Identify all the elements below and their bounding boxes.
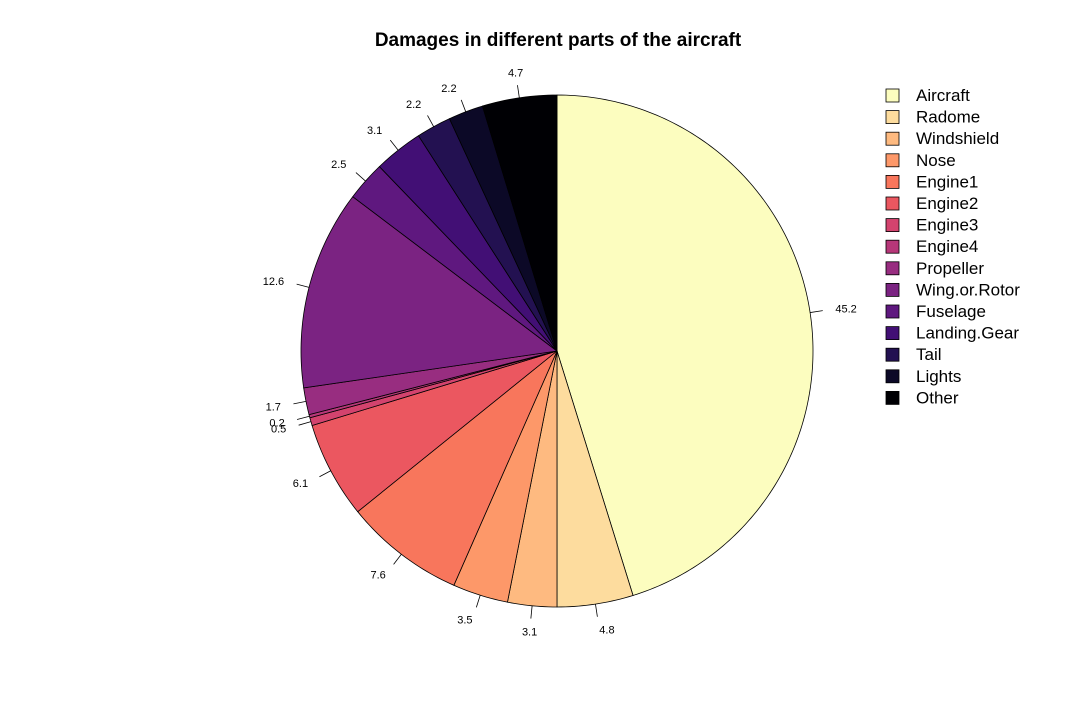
legend-label-propeller: Propeller — [916, 259, 984, 278]
legend-swatch-engine2 — [885, 196, 900, 211]
legend-swatch-radome — [885, 110, 900, 124]
chart-title: Damages in different parts of the aircra… — [375, 30, 742, 51]
legend-label-lights: Lights — [916, 367, 961, 386]
slice-label-engine3: 0.5 — [271, 424, 286, 436]
slice-nose — [453, 350, 558, 603]
slice-label-aircraft: 45.2 — [835, 304, 856, 316]
slice-label-other: 4.7 — [508, 68, 523, 80]
legend-label-nose: Nose — [916, 151, 956, 170]
legend-swatch-wing-or-rotor — [885, 282, 900, 297]
slice-label-fuselage: 2.5 — [331, 159, 346, 171]
label-tick-other — [517, 85, 520, 98]
slice-aircraft — [556, 94, 814, 596]
legend-swatch-tail — [885, 347, 900, 362]
slice-radome — [556, 350, 634, 608]
slice-fuselage — [352, 166, 558, 352]
legend-swatch-windshield — [885, 131, 900, 146]
legend-label-tail: Tail — [916, 345, 942, 364]
legend-swatch-aircraft — [885, 88, 900, 103]
legend-label-engine1: Engine1 — [916, 172, 978, 191]
label-tick-radome — [595, 604, 598, 617]
label-tick-landing-gear — [389, 139, 399, 151]
slice-label-wing-or-rotor: 12.6 — [263, 276, 284, 288]
slice-label-engine4: 0.2 — [269, 418, 284, 430]
legend-label-radome: Radome — [916, 108, 980, 127]
slice-label-radome: 4.8 — [599, 624, 614, 636]
legend-swatch-other — [885, 390, 900, 405]
legend-swatch-propeller — [885, 261, 900, 276]
slice-labels: 45.2 4.8 3.1 3.5 7.6 6.1 0.50.2 1.7 12.6 2.5 3.1 2.… — [263, 68, 857, 639]
slice-label-engine1: 7.6 — [371, 570, 386, 582]
label-tick-engine3 — [298, 421, 312, 426]
slice-label-lights: 2.2 — [441, 83, 456, 95]
legend-swatch-engine1 — [885, 174, 900, 189]
legend-label-engine3: Engine3 — [916, 216, 978, 235]
label-tick-engine4 — [296, 415, 310, 420]
slice-other — [481, 94, 558, 352]
legend-label-aircraft: Aircraft — [916, 86, 970, 105]
slice-label-windshield: 3.1 — [522, 626, 537, 638]
legend-label-engine2: Engine2 — [916, 194, 978, 213]
label-tick-tail — [427, 115, 435, 127]
legend-label-windshield: Windshield — [916, 129, 999, 148]
legend-label-other: Other — [916, 388, 959, 407]
slice-label-tail: 2.2 — [406, 99, 421, 111]
legend-swatch-engine4 — [885, 239, 900, 254]
label-tick-fuselage — [355, 172, 366, 182]
label-tick-lights — [460, 99, 467, 112]
slice-landing-gear — [378, 135, 558, 352]
label-tick-wing-or-rotor — [296, 283, 310, 288]
slice-engine1 — [357, 350, 558, 586]
slice-propeller — [303, 350, 558, 416]
legend-label-engine4: Engine4 — [916, 237, 978, 256]
label-tick-nose — [475, 595, 481, 608]
legend-swatch-fuselage — [885, 304, 900, 319]
pie-slices — [300, 94, 814, 608]
label-tick-propeller — [293, 400, 307, 405]
slice-engine2 — [311, 350, 558, 513]
slice-label-propeller: 1.7 — [266, 401, 281, 413]
legend-swatch-landing-gear — [885, 326, 900, 341]
legend-swatch-lights — [885, 369, 900, 384]
legend-label-landing-gear: Landing.Gear — [916, 324, 1019, 343]
slice-label-engine2: 6.1 — [293, 478, 308, 490]
legend-label-wing-or-rotor: Wing.or.Rotor — [916, 280, 1020, 299]
label-tick-aircraft — [810, 310, 823, 313]
slice-tail — [417, 118, 558, 352]
legend-swatch-engine3 — [885, 218, 900, 233]
legend: Aircraft Radome Windshield Nose Engine1 Engin… — [885, 86, 1020, 407]
label-tick-windshield — [530, 605, 533, 619]
slice-label-nose: 3.5 — [457, 615, 472, 627]
label-tick-engine2 — [319, 470, 331, 478]
label-tick-engine1 — [393, 554, 402, 565]
slice-label-landing-gear: 3.1 — [367, 125, 382, 137]
legend-swatch-nose — [885, 153, 900, 168]
legend-label-fuselage: Fuselage — [916, 302, 986, 321]
